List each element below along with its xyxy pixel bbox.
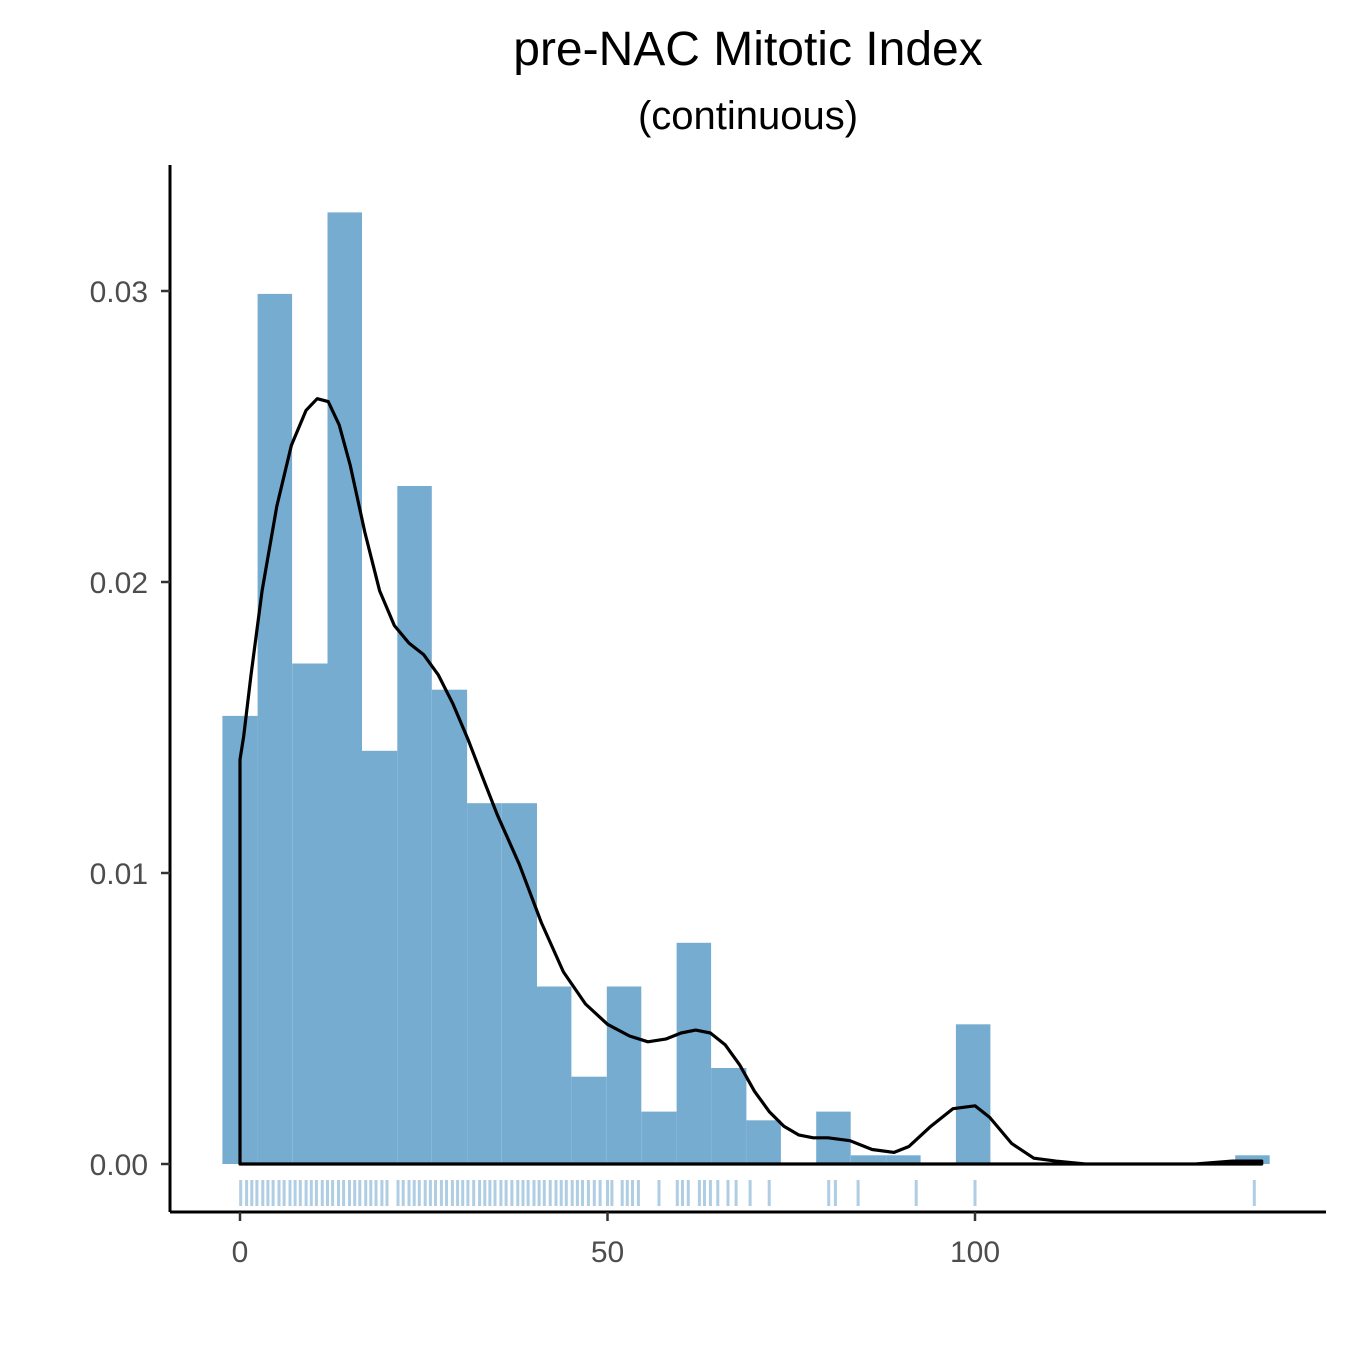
histogram-bar <box>536 986 572 1164</box>
histogram-bar <box>606 986 642 1164</box>
histogram-bar <box>711 1068 747 1164</box>
rug-marks <box>239 1180 1256 1206</box>
density-curve-layer <box>238 397 1264 1166</box>
x-tick-label: 0 <box>232 1236 249 1269</box>
histogram-bar <box>501 803 537 1164</box>
histogram-bar <box>746 1120 781 1164</box>
histogram-bar <box>955 1024 991 1164</box>
histogram-bars <box>222 212 1270 1164</box>
histogram-bar <box>397 486 432 1164</box>
histogram-bar <box>292 663 328 1164</box>
x-tick-label: 50 <box>591 1236 624 1269</box>
histogram-bar <box>362 750 398 1164</box>
histogram-bar <box>257 293 293 1164</box>
axes: 0.00 0.01 0.02 0.03 0 50 100 <box>90 165 1326 1269</box>
histogram-bar <box>886 1155 921 1164</box>
x-tick-label: 100 <box>950 1236 1000 1269</box>
y-tick-label: 0.00 <box>90 1149 148 1182</box>
histogram-bar <box>641 1111 677 1164</box>
chart-subtitle: (continuous) <box>637 94 859 138</box>
histogram-bar <box>676 942 712 1164</box>
chart-title: pre-NAC Mitotic Index <box>513 23 983 76</box>
histogram-bar <box>850 1155 887 1164</box>
histogram-bar <box>431 689 468 1164</box>
density-curve <box>238 397 1264 1166</box>
y-tick-label: 0.02 <box>90 567 148 600</box>
y-tick-label: 0.03 <box>90 276 148 309</box>
histogram-bar <box>571 1076 607 1164</box>
y-tick-label: 0.01 <box>90 858 148 891</box>
histogram-bar <box>467 803 502 1164</box>
histogram-bar <box>327 212 362 1164</box>
